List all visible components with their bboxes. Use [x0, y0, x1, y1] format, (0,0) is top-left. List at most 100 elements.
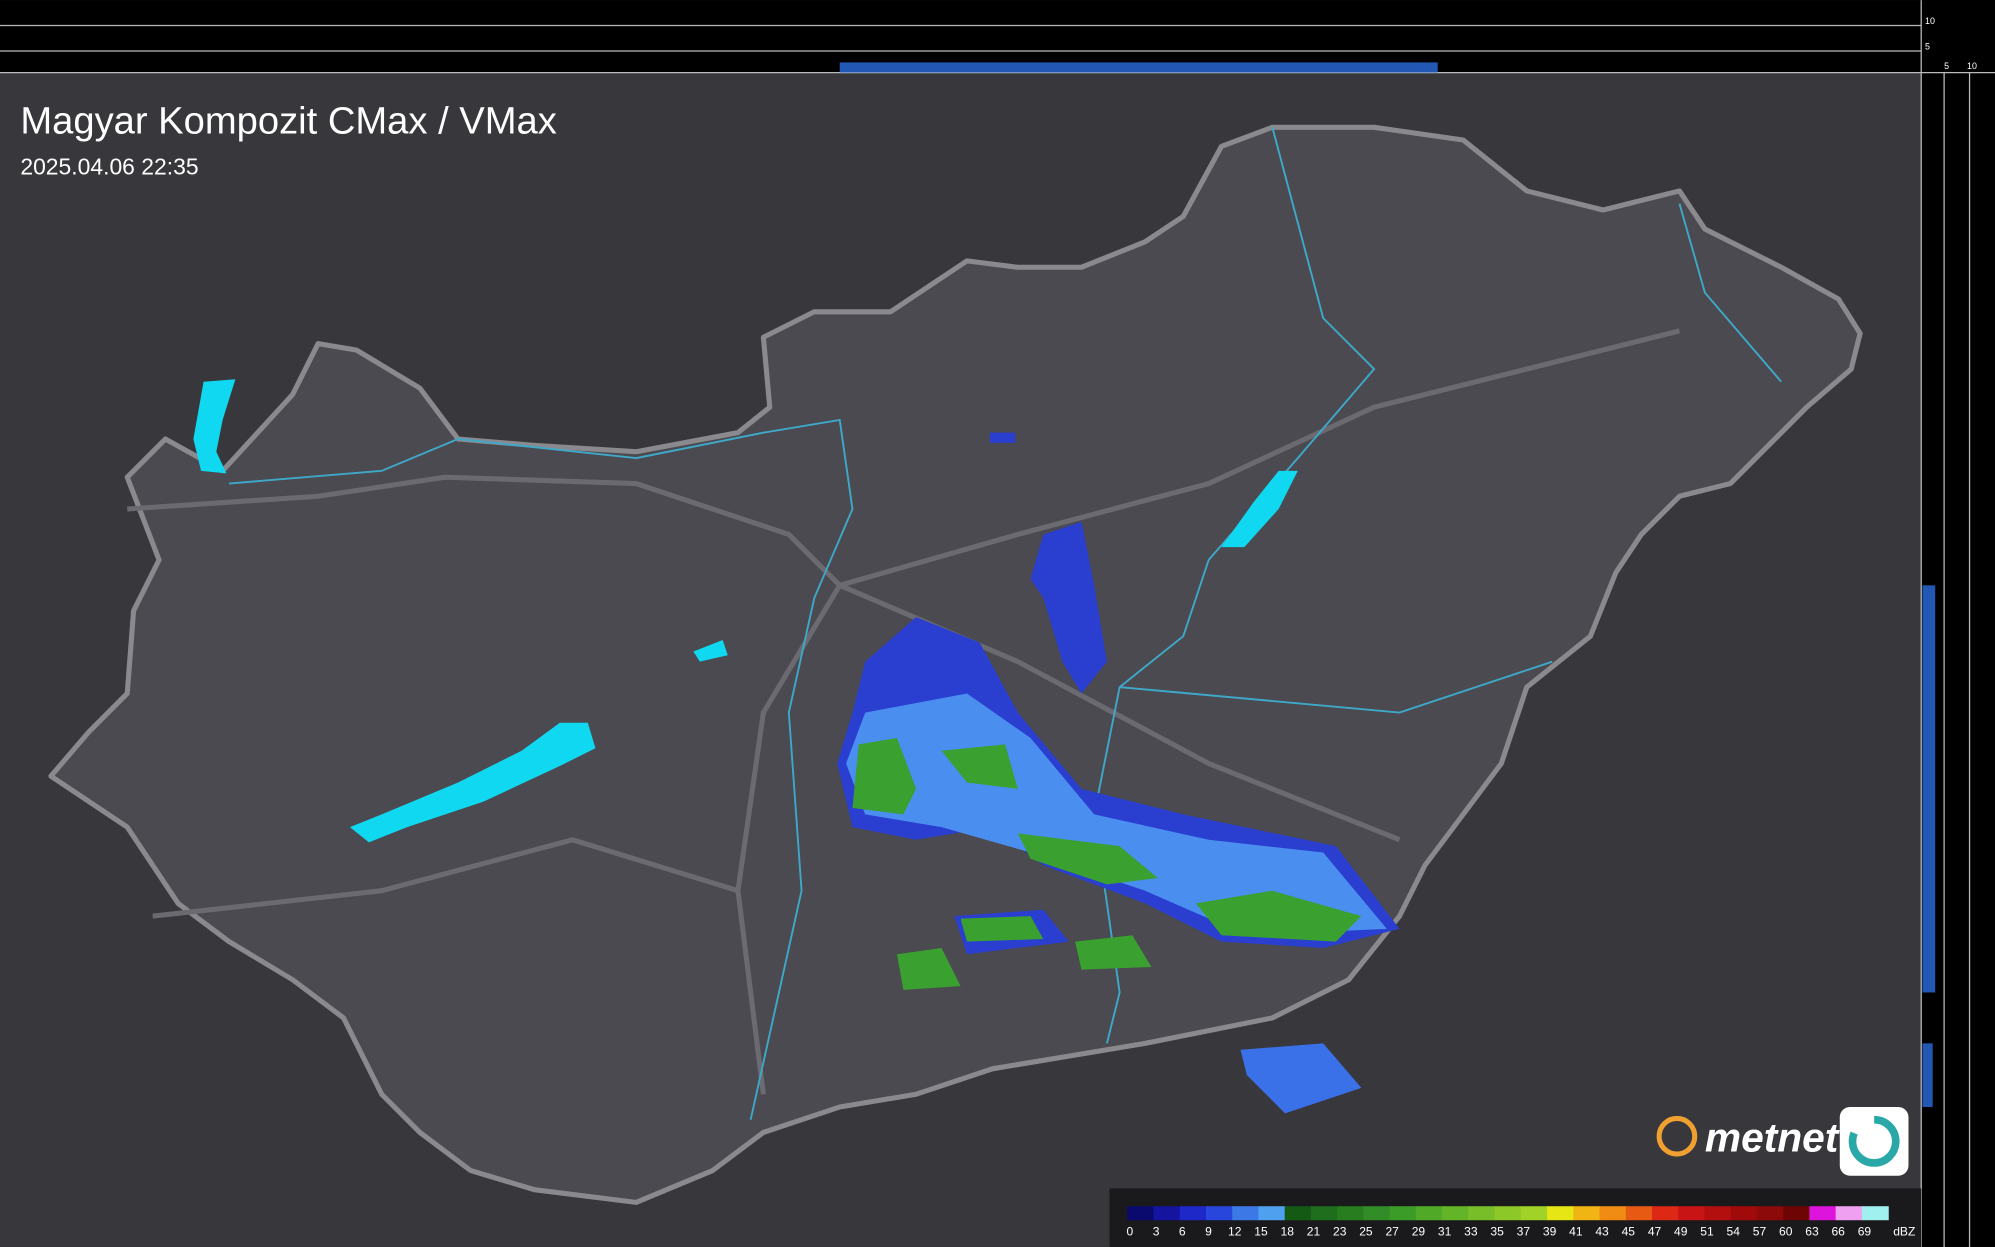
legend-tick-label: 21 [1307, 1224, 1321, 1238]
profile-label: 5 [1944, 61, 1949, 71]
echo-core [896, 947, 961, 990]
profile-label: 5 [1925, 42, 1930, 52]
legend-swatch [1599, 1206, 1627, 1221]
top-profile-echo [839, 62, 1438, 73]
river [1119, 660, 1553, 714]
roads [127, 328, 1681, 1095]
legend-tick-label: 0 [1126, 1224, 1133, 1238]
legend-tick-label: 25 [1359, 1224, 1373, 1238]
legend-tick-label: 23 [1333, 1224, 1347, 1238]
echo-core [941, 744, 1018, 789]
logo-swirl [1848, 1115, 1900, 1167]
legend-tick-label: 12 [1228, 1224, 1242, 1238]
legend-swatch [1284, 1206, 1312, 1221]
legend-swatch [1415, 1206, 1443, 1221]
legend-swatch [1809, 1206, 1837, 1221]
legend-swatch [1520, 1206, 1548, 1221]
logo-sun [1656, 1115, 1698, 1157]
title: Magyar Kompozit CMax / VMax [20, 100, 556, 143]
legend-swatch [1756, 1206, 1784, 1221]
legend-swatch [1547, 1206, 1574, 1221]
legend-swatch [1232, 1206, 1260, 1221]
legend-swatch [1468, 1206, 1496, 1221]
legend-tick-label: 37 [1517, 1224, 1531, 1238]
legend-swatch [1730, 1206, 1758, 1221]
echo-core [1075, 935, 1152, 970]
echo-core [1195, 890, 1362, 942]
echo-area [1030, 521, 1107, 694]
legend-swatch [1153, 1206, 1181, 1221]
legend-swatch [1179, 1206, 1207, 1221]
legend-swatch [1861, 1206, 1889, 1221]
legend-swatch [1310, 1206, 1338, 1221]
legend-tick-label: 43 [1595, 1224, 1609, 1238]
legend-swatch [1494, 1206, 1522, 1221]
side-profile-echo [1922, 1043, 1933, 1107]
river [228, 418, 854, 1120]
lake [1221, 470, 1298, 548]
legend-swatch [1442, 1206, 1469, 1221]
lake [193, 379, 236, 474]
lakes [193, 379, 1298, 843]
logo: metnet [1656, 1106, 1909, 1176]
legend-tick-label: 69 [1858, 1224, 1872, 1238]
legend-swatch [1835, 1206, 1863, 1221]
radar-echoes [837, 432, 1400, 1114]
legend-tick-label: 3 [1153, 1224, 1160, 1238]
echo-area [989, 432, 1016, 443]
legend-tick-label: 35 [1490, 1224, 1504, 1238]
echo-core [960, 916, 1044, 942]
profile-label: 10 [1967, 61, 1977, 71]
legend-tick-label: 66 [1831, 1224, 1845, 1238]
profile-label: 10 [1925, 16, 1935, 26]
legend-swatch [1573, 1206, 1601, 1221]
legend-swatch [1783, 1206, 1811, 1221]
legend-tick-label: 29 [1412, 1224, 1426, 1238]
legend-tick-label: 41 [1569, 1224, 1583, 1238]
legend-tick-label: 15 [1254, 1224, 1268, 1238]
echo-core [852, 738, 917, 815]
legend-tick-label: 9 [1205, 1224, 1212, 1238]
legend-tick-label: 45 [1622, 1224, 1636, 1238]
rivers [228, 127, 1782, 1120]
legend-tick-label: 31 [1438, 1224, 1452, 1238]
legend-tick-label: 6 [1179, 1224, 1186, 1238]
legend-tick-label: 51 [1700, 1224, 1714, 1238]
legend: 0 3 6 9 12 15 18 21 23 25 27 29 31 33 35 37 39 41 43 45 47 49… [1126, 1206, 1915, 1238]
legend-swatch [1258, 1206, 1286, 1221]
legend-swatch [1651, 1206, 1679, 1221]
road [839, 328, 1681, 588]
legend-swatch [1389, 1206, 1417, 1221]
river [1678, 203, 1782, 383]
road [127, 474, 842, 588]
legend-tick-label: 33 [1464, 1224, 1478, 1238]
echo-area [1240, 1043, 1362, 1114]
legend-swatch [1704, 1206, 1732, 1221]
legend-swatch [1337, 1206, 1365, 1221]
legend-tick-label: 18 [1281, 1224, 1295, 1238]
legend-swatch [1363, 1206, 1391, 1221]
legend-swatch [1678, 1206, 1706, 1221]
road [152, 837, 739, 919]
legend-tick-label: 47 [1648, 1224, 1662, 1238]
legend-tick-label: 57 [1753, 1224, 1767, 1238]
side-profile-echo [1922, 585, 1936, 993]
logo-text: metnet [1705, 1115, 1840, 1161]
legend-swatch [1127, 1206, 1155, 1221]
profile-labels: 10 5 5 10 [1925, 16, 1977, 71]
lake [349, 722, 596, 843]
lake [693, 640, 728, 662]
timestamp: 2025.04.06 22:35 [20, 153, 198, 179]
legend-tick-label: 49 [1674, 1224, 1688, 1238]
legend-tick-label: 54 [1727, 1224, 1741, 1238]
river [1093, 127, 1376, 1044]
echo-core [1017, 833, 1158, 885]
legend-tick-label: 27 [1385, 1224, 1399, 1238]
legend-swatch [1205, 1206, 1233, 1221]
top-profile-panel [0, 0, 1995, 73]
legend-unit: dBZ [1893, 1224, 1915, 1238]
legend-tick-label: 39 [1543, 1224, 1557, 1238]
legend-tick-label: 63 [1805, 1224, 1819, 1238]
legend-tick-label: 60 [1779, 1224, 1793, 1238]
